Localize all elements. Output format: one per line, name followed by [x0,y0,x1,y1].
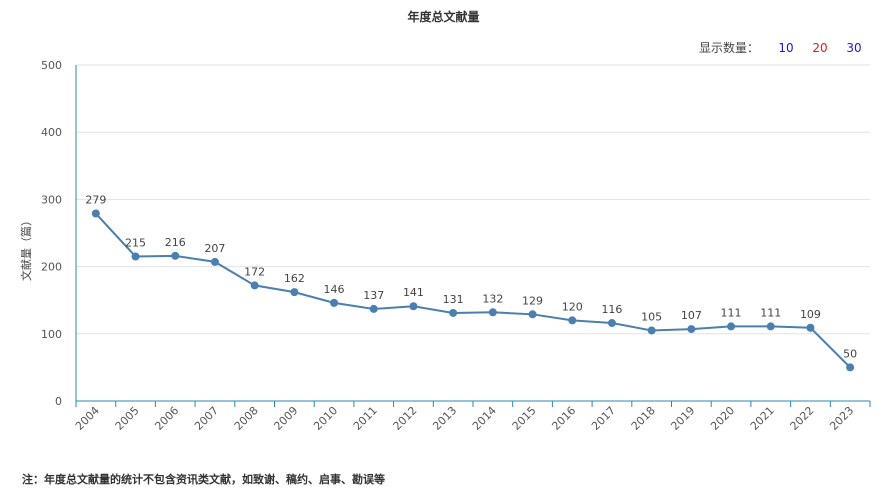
x-tick-label: 2014 [470,404,499,433]
data-point[interactable] [449,308,458,317]
x-tick-label: 2008 [232,404,261,433]
series-line [95,212,851,369]
data-point[interactable] [250,281,259,290]
data-point[interactable] [846,363,855,372]
data-label: 216 [165,236,186,249]
y-tick-label: 500 [41,59,62,72]
display-count-option-20[interactable]: 20 [812,40,828,55]
data-label: 162 [284,272,305,285]
x-tick-label: 2015 [510,404,539,433]
x-tick-label: 2022 [788,404,817,433]
data-point[interactable] [647,326,656,335]
data-point[interactable] [687,325,696,334]
y-tick-label: 200 [41,261,62,274]
data-point[interactable] [330,298,339,307]
data-point[interactable] [727,322,736,331]
x-tick-label: 2017 [589,404,618,433]
y-tick-label: 400 [41,126,62,139]
y-tick-label: 100 [41,328,62,341]
data-point[interactable] [806,323,815,332]
data-label: 279 [85,194,106,207]
x-tick-label: 2021 [748,404,777,433]
footnote: 注：年度总文献量的统计不包含资讯类文献，如致谢、稿约、启事、勘误等 [22,473,385,486]
line-chart: 0 100 200 300 400 500 2004 2005 2006 2007 2008 2009… [19,59,871,433]
x-tick-label: 2018 [629,404,658,433]
x-tick-label: 2004 [73,404,102,433]
data-label: 129 [522,294,543,307]
data-point[interactable] [91,209,100,218]
data-point[interactable] [210,257,219,266]
y-axis-title: 文献量（篇） [19,215,33,281]
display-count-option-30[interactable]: 30 [846,40,862,55]
data-label: 105 [641,310,662,323]
data-point[interactable] [369,304,378,313]
data-label: 116 [601,303,622,316]
data-label: 141 [403,286,424,299]
data-point[interactable] [290,288,299,297]
data-label: 137 [363,289,384,302]
y-tick-label: 0 [55,395,62,408]
data-label: 132 [482,292,503,305]
data-label: 207 [204,242,225,255]
x-tick-label: 2019 [668,404,697,433]
data-label: 120 [562,300,583,313]
x-tick-label: 2020 [708,404,737,433]
data-label: 146 [324,283,345,296]
data-label: 172 [244,265,265,278]
x-tick-label: 2010 [311,404,340,433]
data-point[interactable] [131,252,140,261]
data-point[interactable] [528,310,537,319]
x-tick-label: 2009 [271,404,300,433]
x-tick-label: 2011 [351,404,380,433]
data-label: 107 [681,309,702,322]
display-count-selector: 显示数量： 10 20 30 [699,39,871,56]
x-tick-label: 2013 [430,404,459,433]
data-label: 50 [843,347,857,360]
data-point[interactable] [766,322,775,331]
x-tick-label: 2006 [152,404,181,433]
data-point[interactable] [409,302,418,311]
data-point[interactable] [568,316,577,325]
x-tick-label: 2007 [192,404,221,433]
data-point[interactable] [488,308,497,317]
x-tick-label: 2016 [549,404,578,433]
x-tick-label: 2023 [827,404,856,433]
x-tick-label: 2012 [391,404,420,433]
data-point[interactable] [607,319,616,328]
data-label: 111 [721,306,742,319]
chart-title: 年度总文献量 [407,10,480,24]
display-count-option-10[interactable]: 10 [778,40,794,55]
data-label: 109 [800,308,821,321]
data-label: 215 [125,237,146,250]
display-count-label: 显示数量： [698,41,759,55]
data-label: 131 [443,293,464,306]
y-tick-label: 300 [41,193,62,206]
x-tick-label: 2005 [113,404,142,433]
data-point[interactable] [171,251,180,260]
data-label: 111 [760,306,781,319]
